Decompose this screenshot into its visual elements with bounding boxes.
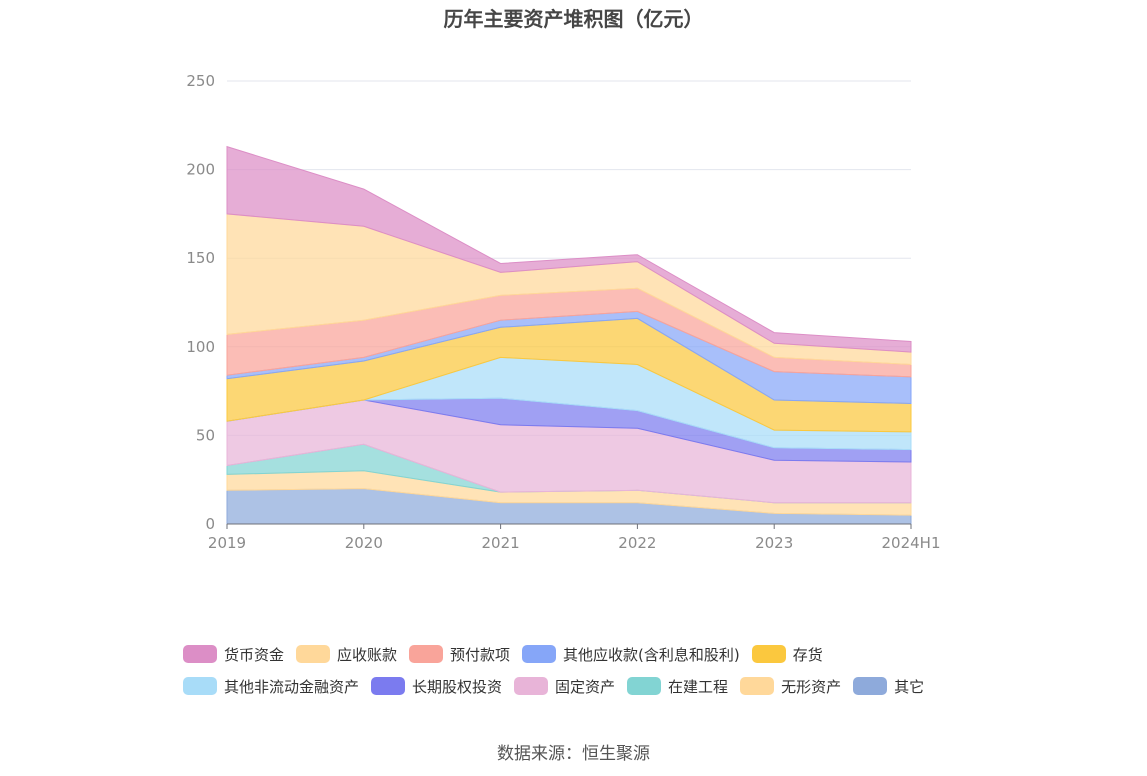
legend-swatch	[183, 677, 217, 695]
x-tick-label: 2021	[482, 534, 520, 552]
legend-item[interactable]: 其它	[853, 676, 924, 697]
x-tick-label: 2024H1	[882, 534, 941, 552]
legend-row: 其他非流动金融资产 长期股权投资 固定资产 在建工程 无形资产 其它	[183, 670, 983, 702]
legend-item[interactable]: 其他非流动金融资产	[183, 676, 359, 697]
legend: 货币资金 应收账款 预付款项 其他应收款(含利息和股利) 存货 其他非流动金融资产 长期股…	[183, 638, 983, 702]
legend-item[interactable]: 其他应收款(含利息和股利)	[522, 644, 740, 665]
legend-label: 无形资产	[781, 677, 842, 696]
y-tick-label: 100	[186, 338, 215, 356]
legend-swatch	[409, 645, 444, 663]
legend-label: 应收账款	[337, 645, 398, 664]
data-source-note: 数据来源：恒生聚源	[497, 744, 650, 764]
legend-item[interactable]: 无形资产	[740, 676, 841, 697]
legend-swatch	[183, 645, 217, 663]
x-tick-label: 2023	[755, 534, 793, 552]
legend-item[interactable]: 长期股权投资	[371, 676, 502, 697]
legend-swatch	[296, 645, 331, 663]
legend-item[interactable]: 固定资产	[514, 676, 615, 697]
area-series	[226, 145, 912, 525]
legend-swatch	[522, 645, 557, 663]
legend-label: 在建工程	[668, 677, 729, 696]
y-tick-label: 50	[196, 426, 215, 444]
legend-label: 预付款项	[450, 645, 511, 664]
y-tick-label: 150	[186, 249, 215, 267]
chart-title: 历年主要资产堆积图（亿元）	[443, 7, 704, 31]
legend-swatch	[740, 677, 775, 695]
legend-label: 长期股权投资	[412, 677, 503, 696]
series-area-10	[226, 145, 912, 353]
stacked-area-chart: 0 50 100 150 200 250 2019 2020 2021 2022 2023 2024H…	[186, 72, 940, 552]
x-tick-label: 2020	[345, 534, 383, 552]
y-tick-label: 0	[205, 515, 215, 533]
x-tick-label: 2022	[618, 534, 656, 552]
legend-item[interactable]: 应收账款	[296, 644, 397, 665]
legend-item[interactable]: 在建工程	[627, 676, 728, 697]
legend-item[interactable]: 存货	[751, 644, 823, 665]
legend-label: 其它	[894, 677, 925, 696]
legend-label: 货币资金	[224, 645, 285, 664]
y-tick-label: 200	[186, 161, 215, 179]
legend-item[interactable]: 预付款项	[409, 644, 510, 665]
legend-swatch	[853, 677, 888, 695]
legend-label: 固定资产	[555, 677, 616, 696]
legend-label: 其他应收款(含利息和股利)	[563, 645, 740, 664]
legend-swatch	[371, 677, 406, 695]
legend-swatch	[514, 677, 549, 695]
legend-swatch	[751, 645, 786, 663]
legend-label: 存货	[792, 645, 823, 664]
axes: 0 50 100 150 200 250 2019 2020 2021 2022 2023 2024H…	[186, 72, 940, 552]
legend-item[interactable]: 货币资金	[183, 644, 284, 665]
legend-row: 货币资金 应收账款 预付款项 其他应收款(含利息和股利) 存货	[183, 638, 983, 670]
x-tick-label: 2019	[208, 534, 246, 552]
legend-swatch	[627, 677, 662, 695]
y-tick-label: 250	[186, 72, 215, 90]
legend-label: 其他非流动金融资产	[224, 677, 360, 696]
